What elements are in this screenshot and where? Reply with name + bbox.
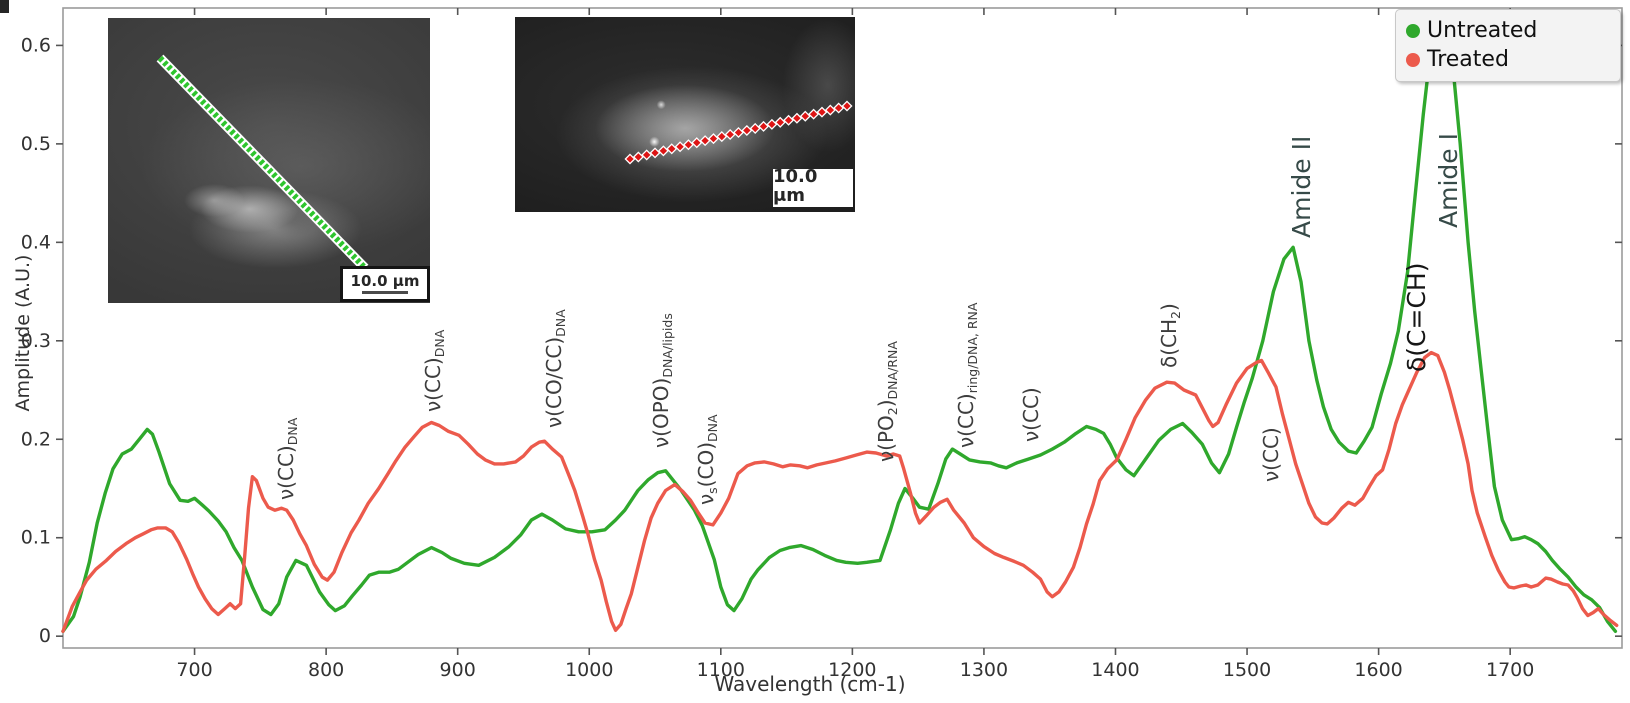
treated-scan-marker [816, 106, 828, 118]
x-tick-label: 1200 [828, 659, 876, 681]
treated-scan-marker [766, 118, 778, 130]
y-tick-label: 0.6 [21, 34, 51, 56]
x-tick-label: 900 [440, 659, 476, 681]
treated-scan-marker [624, 153, 636, 165]
y-tick-label: 0 [39, 625, 51, 647]
peak-annotation: ν(CO/CC)DNA [542, 309, 568, 428]
treated-scan-marker [632, 151, 644, 163]
y-tick-label: 0.4 [21, 231, 51, 253]
scale-bar-label: 10.0 μm [773, 166, 818, 206]
treated-scan-marker [641, 149, 653, 161]
treated-scan-marker [758, 120, 770, 132]
peak-annotation: ν(PO2)DNA/RNA [874, 341, 900, 462]
treated-scan-marker [791, 112, 803, 124]
treated-scan-marker [833, 102, 845, 114]
y-axis-label: Amplitude (A.U.) [12, 254, 34, 412]
peak-annotation: ν(CC)DNA [421, 329, 447, 412]
treated-scan-marker [716, 131, 728, 143]
treated-scan-marker [732, 126, 745, 139]
legend: Untreated Treated [1395, 9, 1621, 82]
untreated-curve [61, 14, 1618, 633]
peak-annotation: ν(CC)ring/DNA, RNA [954, 302, 980, 448]
inset-treated-microscopy: 10.0 μm [515, 17, 855, 212]
svg-text:ν(PO2)DNA/RNA: ν(PO2)DNA/RNA [874, 341, 900, 462]
svg-text:ν(CC)DNA: ν(CC)DNA [421, 329, 447, 412]
treated-scan-marker [799, 110, 811, 122]
y-tick-label: 0.5 [21, 133, 51, 155]
treated-scan-marker [707, 133, 719, 145]
axis-ticks: 700 800 900 1000 1100 1200 1300 1400 1500 1600 170… [21, 8, 1622, 681]
svg-text:ν(OPO)DNA/lipids: ν(OPO)DNA/lipids [649, 313, 675, 448]
untreated-scan-line [157, 55, 368, 271]
treated-scan-marker [657, 145, 669, 157]
treated-scan-marker [691, 137, 703, 149]
treated-scan-marker [724, 129, 736, 141]
inset-untreated-microscopy: 10.0 μm [108, 18, 430, 303]
scale-bar-line [362, 291, 408, 295]
svg-text:ν(CC)ring/DNA, RNA: ν(CC)ring/DNA, RNA [954, 302, 980, 448]
x-tick-label: 1100 [697, 659, 745, 681]
scale-bar: 10.0 μm [340, 266, 430, 302]
x-tick-label: 800 [308, 659, 344, 681]
treated-series-dot [1406, 52, 1420, 67]
y-tick-label: 0.1 [21, 527, 51, 549]
peak-annotation: ν(OPO)DNA/lipids [649, 313, 675, 448]
untreated-scan-line-overlay [156, 54, 369, 272]
treated-scan-marker [741, 124, 753, 136]
treated-scan-marker [783, 114, 795, 126]
treated-scan-marker [774, 116, 786, 128]
plot-border [62, 7, 1623, 649]
scale-bar-label: 10.0 μm [350, 271, 420, 290]
y-tick-label: 0.3 [21, 330, 51, 352]
svg-text:Amide I: Amide I [1434, 133, 1463, 228]
treated-scan-marker [674, 141, 686, 153]
svg-text:δ(C=CH): δ(C=CH) [1402, 263, 1431, 372]
treated-scan-marker [808, 108, 820, 120]
treated-scan-marker [699, 135, 711, 147]
svg-text:ν(CC)DNA: ν(CC)DNA [274, 417, 300, 500]
scale-bar: 10.0 μm [773, 166, 853, 207]
x-tick-label: 1000 [565, 659, 613, 681]
svg-text:ν(CO/CC)DNA: ν(CO/CC)DNA [542, 309, 568, 428]
x-tick-label: 700 [176, 659, 212, 681]
x-tick-label: 1400 [1091, 659, 1139, 681]
x-axis-label: Wavelength (cm-1) [714, 672, 906, 696]
treated-curve [61, 350, 1619, 633]
peak-annotation: νs(CO)DNA [694, 414, 720, 505]
peak-annotation: δ(CH2) [1157, 303, 1183, 368]
x-tick-label: 1700 [1486, 659, 1534, 681]
peak-annotation: ν(CC) [1259, 427, 1283, 482]
treated-scan-marker [649, 147, 661, 159]
x-tick-label: 1600 [1354, 659, 1402, 681]
legend-label-untreated: Untreated [1427, 17, 1538, 43]
svg-text:ν(CC): ν(CC) [1259, 427, 1283, 482]
y-tick-label: 0.2 [21, 428, 51, 450]
peak-annotation: Amide I [1434, 133, 1463, 228]
svg-text:Amide II: Amide II [1287, 136, 1316, 238]
x-tick-label: 1500 [1223, 659, 1271, 681]
svg-text:δ(CH2): δ(CH2) [1157, 303, 1183, 368]
peak-annotation: ν(CC)DNA [274, 417, 300, 500]
peak-annotation: ν(CC) [1019, 387, 1043, 442]
peak-annotations: ν(CC)DNA ν(CC)DNA ν(CO/CC)DNA ν(OPO)DNA/lip… [274, 133, 1463, 505]
treated-scan-marker [749, 122, 761, 134]
treated-scan-marker [824, 104, 836, 116]
untreated-series-dot [1406, 23, 1420, 38]
treated-scan-marker [841, 100, 853, 112]
legend-label-treated: Treated [1427, 46, 1509, 72]
peak-annotation: δ(C=CH) [1402, 263, 1431, 372]
legend-item-treated: Treated [1406, 45, 1612, 74]
legend-item-untreated: Untreated [1406, 16, 1612, 45]
screen-corner-artifact [0, 0, 9, 13]
peak-annotation: Amide II [1287, 136, 1316, 238]
x-tick-label: 1300 [960, 659, 1008, 681]
treated-scan-line-overlay [624, 100, 853, 165]
treated-scan-marker [666, 143, 678, 155]
svg-text:ν(CC): ν(CC) [1019, 387, 1043, 442]
svg-text:νs(CO)DNA: νs(CO)DNA [694, 414, 720, 505]
treated-scan-marker [682, 139, 694, 151]
